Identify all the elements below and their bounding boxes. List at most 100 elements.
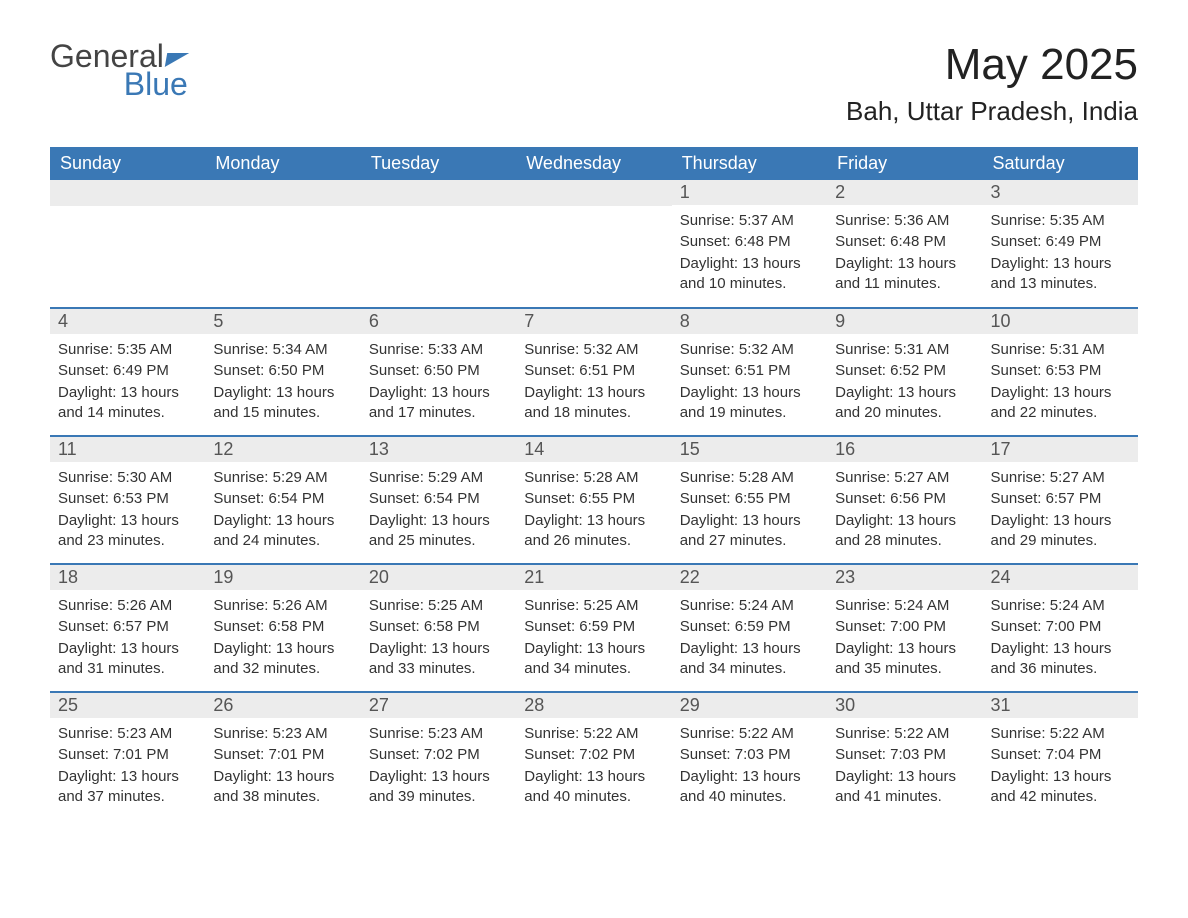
day-number: 12 bbox=[205, 437, 360, 462]
sunset-line: Sunset: 6:52 PM bbox=[835, 361, 974, 381]
sunrise-line: Sunrise: 5:22 AM bbox=[991, 724, 1130, 744]
calendar-cell: 30Sunrise: 5:22 AMSunset: 7:03 PMDayligh… bbox=[827, 692, 982, 820]
day-number: 6 bbox=[361, 309, 516, 334]
day-number: 26 bbox=[205, 693, 360, 718]
sunset-line: Sunset: 7:00 PM bbox=[991, 617, 1130, 637]
day-number: 8 bbox=[672, 309, 827, 334]
day-details: Sunrise: 5:22 AMSunset: 7:02 PMDaylight:… bbox=[516, 718, 671, 818]
calendar-cell: 21Sunrise: 5:25 AMSunset: 6:59 PMDayligh… bbox=[516, 564, 671, 692]
day-details: Sunrise: 5:31 AMSunset: 6:53 PMDaylight:… bbox=[983, 334, 1138, 434]
calendar-cell: 15Sunrise: 5:28 AMSunset: 6:55 PMDayligh… bbox=[672, 436, 827, 564]
daylight-line: Daylight: 13 hours and 36 minutes. bbox=[991, 639, 1130, 680]
daylight-line: Daylight: 13 hours and 38 minutes. bbox=[213, 767, 352, 808]
sunset-line: Sunset: 7:02 PM bbox=[524, 745, 663, 765]
sunrise-line: Sunrise: 5:26 AM bbox=[213, 596, 352, 616]
calendar-cell: 31Sunrise: 5:22 AMSunset: 7:04 PMDayligh… bbox=[983, 692, 1138, 820]
day-number: 24 bbox=[983, 565, 1138, 590]
daylight-line: Daylight: 13 hours and 10 minutes. bbox=[680, 254, 819, 295]
day-details: Sunrise: 5:25 AMSunset: 6:59 PMDaylight:… bbox=[516, 590, 671, 690]
daylight-line: Daylight: 13 hours and 39 minutes. bbox=[369, 767, 508, 808]
weekday-header: Saturday bbox=[983, 147, 1138, 180]
calendar-cell: 23Sunrise: 5:24 AMSunset: 7:00 PMDayligh… bbox=[827, 564, 982, 692]
day-details: Sunrise: 5:26 AMSunset: 6:58 PMDaylight:… bbox=[205, 590, 360, 690]
sunrise-line: Sunrise: 5:33 AM bbox=[369, 340, 508, 360]
day-details: Sunrise: 5:25 AMSunset: 6:58 PMDaylight:… bbox=[361, 590, 516, 690]
calendar-body: 1Sunrise: 5:37 AMSunset: 6:48 PMDaylight… bbox=[50, 180, 1138, 820]
sunset-line: Sunset: 7:01 PM bbox=[58, 745, 197, 765]
day-number: 18 bbox=[50, 565, 205, 590]
calendar-week-row: 25Sunrise: 5:23 AMSunset: 7:01 PMDayligh… bbox=[50, 692, 1138, 820]
logo-triangle-icon bbox=[165, 53, 189, 67]
sunrise-line: Sunrise: 5:24 AM bbox=[991, 596, 1130, 616]
brand-logo: General Blue bbox=[50, 40, 188, 100]
day-details: Sunrise: 5:23 AMSunset: 7:01 PMDaylight:… bbox=[205, 718, 360, 818]
daylight-line: Daylight: 13 hours and 19 minutes. bbox=[680, 383, 819, 424]
sunset-line: Sunset: 6:56 PM bbox=[835, 489, 974, 509]
daylight-line: Daylight: 13 hours and 14 minutes. bbox=[58, 383, 197, 424]
day-number: 31 bbox=[983, 693, 1138, 718]
sunrise-line: Sunrise: 5:28 AM bbox=[524, 468, 663, 488]
sunset-line: Sunset: 6:54 PM bbox=[213, 489, 352, 509]
day-details: Sunrise: 5:24 AMSunset: 6:59 PMDaylight:… bbox=[672, 590, 827, 690]
day-number: 30 bbox=[827, 693, 982, 718]
daylight-line: Daylight: 13 hours and 15 minutes. bbox=[213, 383, 352, 424]
sunrise-line: Sunrise: 5:26 AM bbox=[58, 596, 197, 616]
daylight-line: Daylight: 13 hours and 13 minutes. bbox=[991, 254, 1130, 295]
day-details: Sunrise: 5:32 AMSunset: 6:51 PMDaylight:… bbox=[516, 334, 671, 434]
calendar-cell: 19Sunrise: 5:26 AMSunset: 6:58 PMDayligh… bbox=[205, 564, 360, 692]
sunset-line: Sunset: 6:58 PM bbox=[213, 617, 352, 637]
day-details: Sunrise: 5:32 AMSunset: 6:51 PMDaylight:… bbox=[672, 334, 827, 434]
day-number: 29 bbox=[672, 693, 827, 718]
day-number: 22 bbox=[672, 565, 827, 590]
calendar-week-row: 1Sunrise: 5:37 AMSunset: 6:48 PMDaylight… bbox=[50, 180, 1138, 308]
sunset-line: Sunset: 7:00 PM bbox=[835, 617, 974, 637]
calendar-cell: 11Sunrise: 5:30 AMSunset: 6:53 PMDayligh… bbox=[50, 436, 205, 564]
day-details: Sunrise: 5:33 AMSunset: 6:50 PMDaylight:… bbox=[361, 334, 516, 434]
day-details: Sunrise: 5:24 AMSunset: 7:00 PMDaylight:… bbox=[827, 590, 982, 690]
sunrise-line: Sunrise: 5:28 AM bbox=[680, 468, 819, 488]
sunset-line: Sunset: 7:02 PM bbox=[369, 745, 508, 765]
weekday-header: Tuesday bbox=[361, 147, 516, 180]
calendar-cell: 4Sunrise: 5:35 AMSunset: 6:49 PMDaylight… bbox=[50, 308, 205, 436]
daylight-line: Daylight: 13 hours and 40 minutes. bbox=[524, 767, 663, 808]
calendar-cell: 1Sunrise: 5:37 AMSunset: 6:48 PMDaylight… bbox=[672, 180, 827, 308]
sunrise-line: Sunrise: 5:35 AM bbox=[991, 211, 1130, 231]
calendar-cell: 14Sunrise: 5:28 AMSunset: 6:55 PMDayligh… bbox=[516, 436, 671, 564]
day-number: 13 bbox=[361, 437, 516, 462]
daylight-line: Daylight: 13 hours and 28 minutes. bbox=[835, 511, 974, 552]
daylight-line: Daylight: 13 hours and 26 minutes. bbox=[524, 511, 663, 552]
day-details: Sunrise: 5:22 AMSunset: 7:03 PMDaylight:… bbox=[672, 718, 827, 818]
day-details: Sunrise: 5:29 AMSunset: 6:54 PMDaylight:… bbox=[361, 462, 516, 562]
sunrise-line: Sunrise: 5:27 AM bbox=[835, 468, 974, 488]
calendar-table: SundayMondayTuesdayWednesdayThursdayFrid… bbox=[50, 147, 1138, 820]
page-title: May 2025 bbox=[846, 40, 1138, 90]
day-details: Sunrise: 5:31 AMSunset: 6:52 PMDaylight:… bbox=[827, 334, 982, 434]
daylight-line: Daylight: 13 hours and 40 minutes. bbox=[680, 767, 819, 808]
day-number-empty bbox=[50, 180, 205, 206]
daylight-line: Daylight: 13 hours and 35 minutes. bbox=[835, 639, 974, 680]
day-number: 20 bbox=[361, 565, 516, 590]
sunset-line: Sunset: 7:01 PM bbox=[213, 745, 352, 765]
calendar-cell: 10Sunrise: 5:31 AMSunset: 6:53 PMDayligh… bbox=[983, 308, 1138, 436]
sunrise-line: Sunrise: 5:24 AM bbox=[680, 596, 819, 616]
sunrise-line: Sunrise: 5:31 AM bbox=[835, 340, 974, 360]
day-number: 23 bbox=[827, 565, 982, 590]
day-number: 5 bbox=[205, 309, 360, 334]
sunrise-line: Sunrise: 5:30 AM bbox=[58, 468, 197, 488]
day-number: 2 bbox=[827, 180, 982, 205]
day-number: 10 bbox=[983, 309, 1138, 334]
calendar-cell: 24Sunrise: 5:24 AMSunset: 7:00 PMDayligh… bbox=[983, 564, 1138, 692]
weekday-header: Thursday bbox=[672, 147, 827, 180]
day-number: 3 bbox=[983, 180, 1138, 205]
sunrise-line: Sunrise: 5:22 AM bbox=[835, 724, 974, 744]
day-details: Sunrise: 5:24 AMSunset: 7:00 PMDaylight:… bbox=[983, 590, 1138, 690]
calendar-week-row: 18Sunrise: 5:26 AMSunset: 6:57 PMDayligh… bbox=[50, 564, 1138, 692]
weekday-header: Monday bbox=[205, 147, 360, 180]
daylight-line: Daylight: 13 hours and 25 minutes. bbox=[369, 511, 508, 552]
day-details: Sunrise: 5:27 AMSunset: 6:57 PMDaylight:… bbox=[983, 462, 1138, 562]
daylight-line: Daylight: 13 hours and 37 minutes. bbox=[58, 767, 197, 808]
weekday-header: Sunday bbox=[50, 147, 205, 180]
sunset-line: Sunset: 7:04 PM bbox=[991, 745, 1130, 765]
location-subtitle: Bah, Uttar Pradesh, India bbox=[846, 96, 1138, 127]
sunset-line: Sunset: 6:53 PM bbox=[991, 361, 1130, 381]
